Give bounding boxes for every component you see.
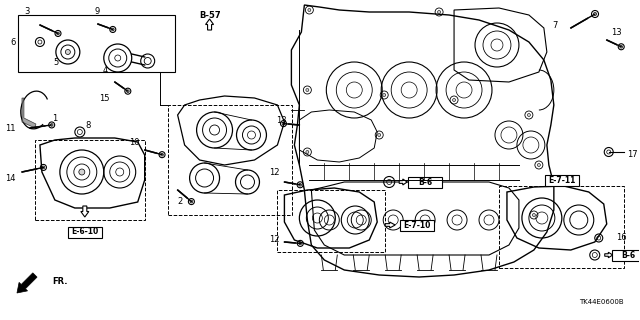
Circle shape	[538, 164, 540, 166]
Text: 14: 14	[4, 173, 15, 182]
Text: 10: 10	[129, 138, 140, 147]
Bar	[400, 220, 434, 230]
Bar	[68, 227, 102, 237]
Polygon shape	[22, 98, 36, 128]
Circle shape	[65, 50, 70, 54]
Text: 7: 7	[552, 20, 557, 29]
Text: FR.: FR.	[52, 277, 67, 286]
FancyArrow shape	[605, 252, 612, 258]
Text: 6: 6	[10, 37, 15, 46]
Text: B-6: B-6	[621, 251, 636, 260]
FancyArrow shape	[81, 206, 89, 217]
Text: E-7-10: E-7-10	[403, 220, 431, 229]
Bar	[499, 186, 624, 268]
Circle shape	[438, 11, 440, 13]
Bar	[277, 190, 385, 252]
Text: 2: 2	[177, 197, 182, 206]
FancyArrow shape	[205, 19, 214, 30]
Text: 13: 13	[611, 28, 622, 36]
Text: 12: 12	[269, 236, 280, 244]
Circle shape	[383, 93, 386, 97]
FancyArrow shape	[385, 222, 395, 228]
Text: 9: 9	[94, 6, 99, 15]
Text: 16: 16	[616, 234, 627, 243]
Bar	[168, 105, 292, 215]
Text: 5: 5	[53, 58, 58, 67]
Circle shape	[308, 9, 311, 12]
Text: 15: 15	[100, 93, 110, 102]
Circle shape	[306, 89, 309, 92]
Text: 4: 4	[102, 66, 108, 75]
Circle shape	[532, 213, 536, 217]
Text: 11: 11	[4, 124, 15, 132]
Circle shape	[79, 169, 85, 175]
Circle shape	[452, 99, 456, 101]
Bar	[545, 174, 579, 186]
Text: B-57: B-57	[199, 11, 220, 20]
Text: B-6: B-6	[418, 178, 432, 187]
Text: 3: 3	[24, 6, 29, 15]
Circle shape	[306, 150, 309, 154]
Text: E-7-11: E-7-11	[548, 175, 575, 185]
Circle shape	[527, 114, 531, 116]
Bar	[408, 177, 442, 188]
Text: E-6-10: E-6-10	[71, 228, 99, 236]
Circle shape	[378, 133, 381, 137]
Text: 17: 17	[627, 149, 637, 158]
FancyArrow shape	[399, 179, 407, 185]
Bar	[35, 140, 145, 220]
Text: 1: 1	[52, 114, 58, 123]
FancyArrow shape	[17, 273, 37, 293]
Text: 12: 12	[269, 167, 280, 177]
Text: TK44E0600B: TK44E0600B	[579, 299, 623, 305]
Bar	[612, 250, 640, 260]
Text: 13: 13	[276, 116, 287, 124]
Text: 8: 8	[85, 121, 90, 130]
